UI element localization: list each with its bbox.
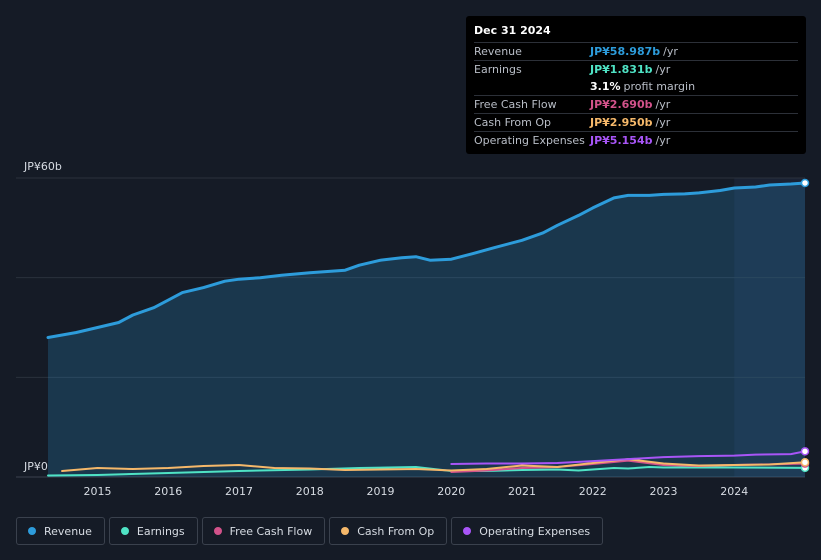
legend-dot-icon — [28, 527, 36, 535]
legend-item-operating-expenses[interactable]: Operating Expenses — [451, 517, 604, 545]
tooltip-row-cash-from-op: Cash From Op JP¥2.950b /yr — [474, 113, 798, 131]
series-line-revenue — [46, 181, 807, 339]
legend-dot-icon — [213, 527, 222, 535]
grid-lines — [16, 177, 805, 478]
tooltip-unit: /yr — [655, 134, 671, 147]
x-tick-label: 2024 — [720, 485, 748, 498]
tooltip-unit: /yr — [655, 98, 671, 111]
series-area-revenue — [48, 183, 805, 477]
x-tick-label: 2020 — [437, 485, 465, 498]
legend-label: Earnings — [136, 524, 185, 538]
series-line-operating-expenses — [450, 450, 806, 465]
series-endpoint-cash-from-op — [800, 458, 810, 467]
tooltip-date: Dec 31 2024 — [474, 24, 551, 37]
tooltip-label: Operating Expenses — [474, 134, 585, 147]
x-tick-label: 2017 — [225, 485, 253, 498]
tooltip-label: Revenue — [474, 45, 522, 58]
series-endpoint-operating-expenses — [800, 447, 810, 456]
legend-label: Operating Expenses — [479, 524, 591, 538]
x-tick-label: 2023 — [650, 485, 678, 498]
legend-item-cash-from-op[interactable]: Cash From Op — [329, 517, 448, 545]
legend-item-earnings[interactable]: Earnings — [108, 517, 198, 545]
tooltip-value: 3.1% — [590, 80, 621, 93]
tooltip-label: Cash From Op — [474, 116, 552, 129]
y-axis-bottom-label: JP¥0 — [24, 460, 48, 473]
chart-legend: Revenue Earnings Free Cash Flow Cash Fro… — [16, 517, 607, 547]
x-tick-label: 2019 — [367, 485, 395, 498]
tooltip-label: Earnings — [474, 63, 522, 76]
x-tick-label: 2022 — [579, 485, 607, 498]
tooltip-unit: /yr — [655, 63, 671, 76]
series-endpoint-revenue — [800, 178, 810, 188]
legend-label: Revenue — [44, 524, 92, 538]
tooltip-value: JP¥2.690b — [590, 98, 653, 111]
data-tooltip: Dec 31 2024 Revenue JP¥58.987b /yr Earni… — [466, 16, 806, 154]
tooltip-row-revenue: Revenue JP¥58.987b /yr — [474, 42, 798, 60]
tooltip-label: Free Cash Flow — [474, 98, 557, 111]
legend-label: Free Cash Flow — [229, 524, 313, 538]
tooltip-row-profit-margin: 3.1% profit margin — [474, 78, 798, 95]
tooltip-value: JP¥5.154b — [590, 134, 653, 147]
highlight-region — [734, 178, 805, 477]
series-line-earnings — [47, 466, 806, 477]
tooltip-unit: /yr — [655, 116, 671, 129]
x-tick-label: 2021 — [508, 485, 536, 498]
tooltip-value: JP¥58.987b — [590, 45, 661, 58]
tooltip-unit: /yr — [663, 45, 678, 58]
legend-dot-icon — [120, 527, 129, 535]
tooltip-value: JP¥2.950b — [590, 116, 653, 129]
tooltip-unit: profit margin — [623, 80, 696, 93]
y-axis-top-label: JP¥60b — [24, 160, 62, 173]
x-tick-label: 2015 — [84, 485, 112, 498]
tooltip-row-operating-expenses: Operating Expenses JP¥5.154b /yr — [474, 131, 798, 149]
legend-item-revenue[interactable]: Revenue — [16, 517, 105, 545]
tooltip-row-earnings: Earnings JP¥1.831b /yr — [474, 60, 798, 78]
tooltip-value: JP¥1.831b — [590, 63, 653, 76]
legend-label: Cash From Op — [357, 524, 435, 538]
x-tick-label: 2018 — [296, 485, 324, 498]
tooltip-row-free-cash-flow: Free Cash Flow JP¥2.690b /yr — [474, 95, 798, 113]
x-axis: 2015 2016 2017 2018 2019 2020 2021 2022 2023 2024 — [84, 485, 749, 498]
legend-dot-icon — [341, 527, 350, 535]
legend-item-free-cash-flow[interactable]: Free Cash Flow — [201, 517, 326, 545]
series-line-cash-from-op — [61, 458, 806, 472]
series-layer — [46, 178, 810, 477]
x-tick-label: 2016 — [154, 485, 182, 498]
legend-dot-icon — [463, 527, 472, 535]
